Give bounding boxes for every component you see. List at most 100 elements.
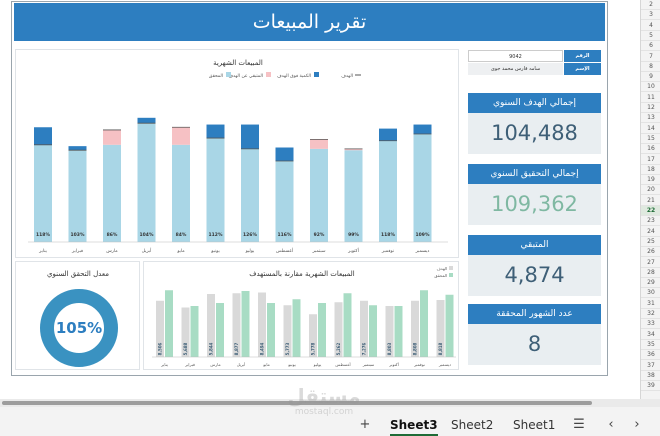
above-target-bar [137,117,156,124]
chevron-left-icon[interactable]: ‹ [608,417,614,432]
row-number[interactable]: 30 [641,288,660,299]
row-number[interactable]: 11 [641,93,660,103]
bar-value-label: 8,808 [413,342,418,355]
row-number[interactable]: 13 [641,113,660,124]
employee-id-value[interactable]: 9042 [468,50,563,62]
kpi-value: 8 [468,324,601,365]
achieved-bar [344,150,363,242]
row-number[interactable]: 29 [641,278,660,289]
x-tick-label: ديسمبر [415,249,430,254]
tab-sheet1[interactable]: Sheet1 [513,418,556,432]
row-number[interactable]: 27 [641,258,660,268]
x-tick-label: نوفمبر [381,249,394,254]
bar-value-label: 5,262 [336,342,341,355]
row-number[interactable]: 20 [641,185,660,196]
row-number[interactable]: 39 [641,381,660,392]
row-number[interactable]: 2 [641,0,660,10]
remaining-bar [103,129,121,145]
row-number[interactable]: 7 [641,52,660,62]
employee-id-label: الرقم الوظيفي [564,50,601,71]
target-bar [411,300,419,357]
row-number[interactable]: 37 [641,361,660,371]
row-number[interactable]: 24 [641,227,660,237]
row-number[interactable]: 22 [641,206,660,216]
row-number[interactable]: 21 [641,196,660,206]
row-number[interactable]: 36 [641,350,660,361]
achieved-bar [206,138,225,242]
target-bar [181,307,190,357]
actual-bar [216,303,224,357]
row-number[interactable]: 12 [641,103,660,113]
row-number[interactable]: 33 [641,319,660,330]
row-number[interactable]: 31 [641,299,660,309]
x-tick-label: أكتوبر [388,362,399,367]
employee-name-label: الإسم [564,63,601,75]
row-number[interactable]: 5 [641,31,660,41]
target-bar [309,314,317,357]
achieved-bar [103,144,121,242]
row-number[interactable]: 26 [641,247,660,258]
employee-info: 9042 الرقم الوظيفي سامه فارس محمد جوى ال… [468,50,601,76]
horizontal-scrollbar-thumb[interactable] [2,401,592,405]
legend-swatch [449,266,453,270]
row-number[interactable]: 6 [641,41,660,52]
kpi-label: المتبقي [468,235,601,255]
row-number-column: 2 3 4 5 6 7 8 9 10 11 12 13 14 15 16 17 18 19 20 21 22 23 24 25… [640,0,660,400]
row-number[interactable]: 38 [641,371,660,381]
row-number[interactable]: 19 [641,175,660,186]
kpi-value: 109,362 [468,184,601,225]
row-number[interactable]: 3 [641,10,660,21]
achieved-bar [275,161,294,242]
kpi-annual-achieved: إجمالي التحقيق السنوي 109,362 [468,164,601,228]
above-target-bar [379,128,397,141]
x-tick-label: أبريل [142,247,152,254]
chevron-right-icon[interactable]: › [634,417,640,432]
row-number[interactable]: 17 [641,155,660,165]
row-number[interactable]: 28 [641,268,660,278]
x-tick-label: سبتمبر [362,362,375,367]
legend-label: الهدف [437,266,447,271]
row-number[interactable]: 15 [641,134,660,144]
row-number[interactable]: 32 [641,309,660,319]
x-tick-label: يناير [160,362,168,367]
row-number[interactable]: 8 [641,62,660,72]
row-number[interactable]: 35 [641,340,660,350]
add-sheet-icon[interactable]: + [359,417,371,432]
annual-achievement-panel: معدل التحقق السنوي 105% [15,261,140,370]
above-target-bar [34,127,52,145]
row-number[interactable]: 23 [641,216,660,227]
actual-bar [241,291,250,357]
achieved-bar [241,148,259,242]
kpi-remaining: المتبقي 4,874 [468,235,601,299]
row-number[interactable]: 4 [641,21,660,31]
row-number[interactable]: 25 [641,237,660,247]
donut-center-label: 105% [56,319,102,337]
x-tick-label: أغسطس [335,362,350,367]
bar-value-label: 8,877 [234,342,239,355]
achievement-pct-label: 92% [314,232,325,238]
row-number[interactable]: 18 [641,165,660,175]
achievement-pct-label: 104% [140,232,154,238]
row-number[interactable]: 10 [641,82,660,93]
achievement-pct-label: 86% [107,232,118,238]
actual-bar [394,306,403,357]
sheet-list-menu-icon[interactable]: ☰ [573,417,585,432]
sales-vs-target-chart: المبيعات الشهرية مقارنة بالمستهدف الهدف ال… [152,266,456,367]
target-bar [334,302,343,357]
tab-sheet2[interactable]: Sheet2 [451,418,494,432]
target-bar [156,300,164,357]
above-target-bar [275,147,294,161]
tab-sheet3[interactable]: Sheet3 [390,418,438,436]
row-number[interactable]: 9 [641,72,660,83]
bar-value-label: 8,803 [387,342,392,355]
achievement-pct-label: 99% [348,232,359,238]
legend-swatch [266,72,271,77]
dashboard-title: تقرير المبيعات [14,3,605,41]
achievement-pct-label: 116% [278,232,292,238]
row-number[interactable]: 16 [641,144,660,155]
remaining-bar [310,139,328,149]
row-number[interactable]: 34 [641,330,660,340]
x-tick-label: أكتوبر [347,247,359,254]
row-number[interactable]: 14 [641,124,660,134]
